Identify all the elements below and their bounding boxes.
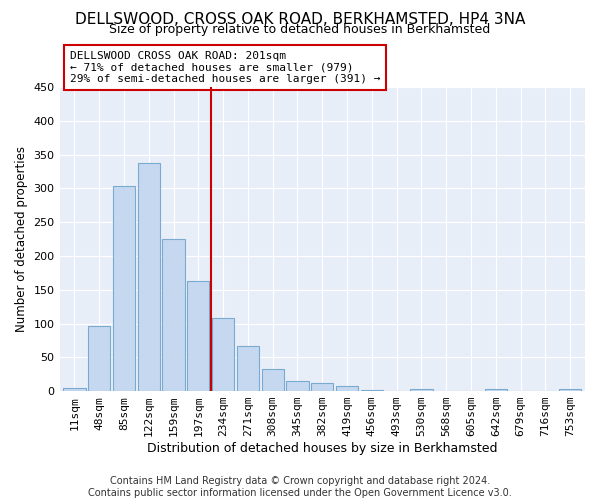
Bar bbox=[212, 318, 234, 391]
Bar bbox=[88, 326, 110, 391]
Bar bbox=[361, 390, 383, 391]
Bar bbox=[559, 389, 581, 391]
Bar bbox=[262, 369, 284, 391]
Text: Contains HM Land Registry data © Crown copyright and database right 2024.
Contai: Contains HM Land Registry data © Crown c… bbox=[88, 476, 512, 498]
Bar bbox=[311, 383, 334, 391]
Text: DELLSWOOD, CROSS OAK ROAD, BERKHAMSTED, HP4 3NA: DELLSWOOD, CROSS OAK ROAD, BERKHAMSTED, … bbox=[75, 12, 525, 28]
Text: DELLSWOOD CROSS OAK ROAD: 201sqm
← 71% of detached houses are smaller (979)
29% : DELLSWOOD CROSS OAK ROAD: 201sqm ← 71% o… bbox=[70, 51, 380, 84]
Bar bbox=[286, 381, 308, 391]
X-axis label: Distribution of detached houses by size in Berkhamsted: Distribution of detached houses by size … bbox=[147, 442, 497, 455]
Bar bbox=[485, 389, 507, 391]
Bar bbox=[63, 388, 86, 391]
Bar bbox=[410, 389, 433, 391]
Text: Size of property relative to detached houses in Berkhamsted: Size of property relative to detached ho… bbox=[109, 22, 491, 36]
Bar bbox=[237, 346, 259, 391]
Bar bbox=[163, 239, 185, 391]
Bar bbox=[187, 281, 209, 391]
Bar bbox=[137, 162, 160, 391]
Bar bbox=[336, 386, 358, 391]
Bar bbox=[113, 186, 135, 391]
Y-axis label: Number of detached properties: Number of detached properties bbox=[15, 146, 28, 332]
